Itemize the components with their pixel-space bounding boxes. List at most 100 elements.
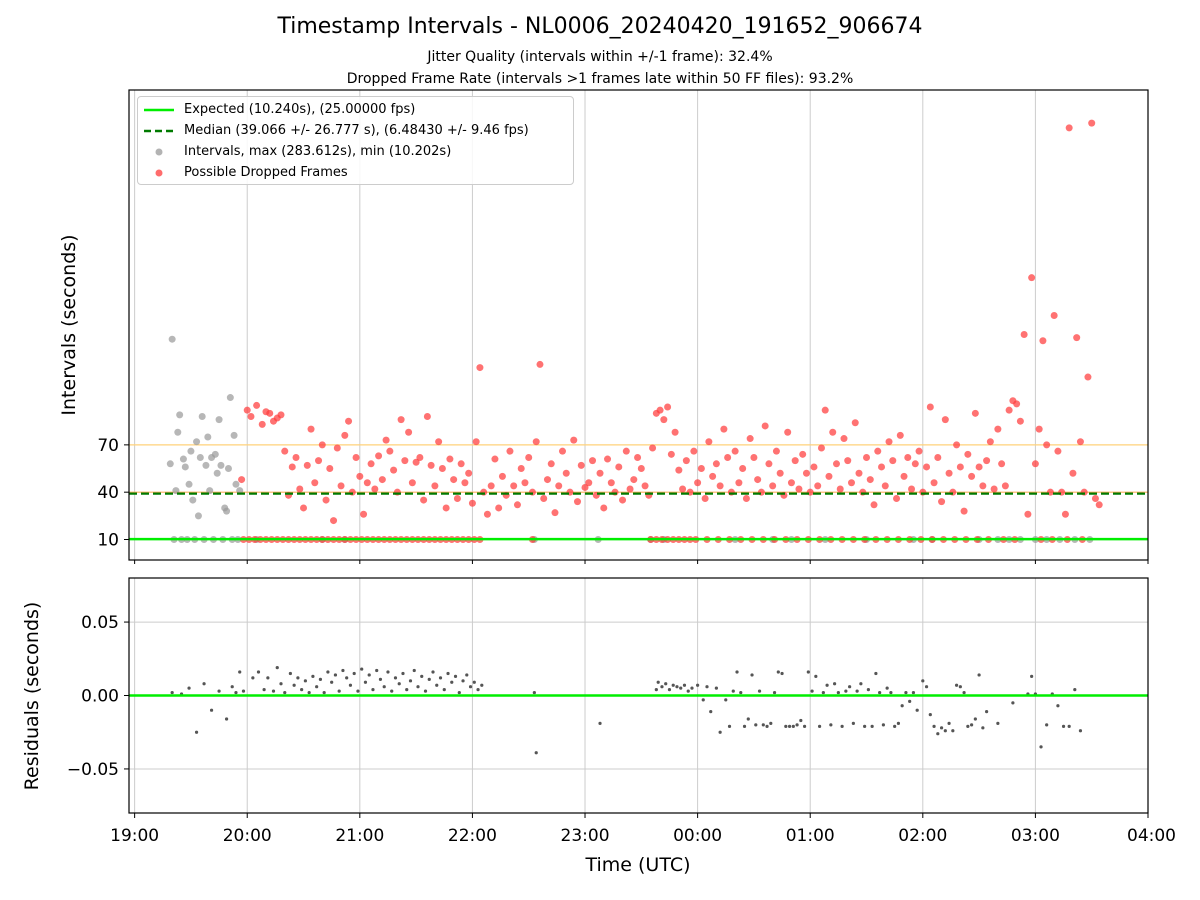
- dropped-frame-point: [1073, 334, 1081, 342]
- dropped-frame-point: [551, 509, 559, 517]
- dropped-frame-point: [784, 428, 792, 436]
- residual-point: [1067, 724, 1071, 728]
- dropped-frame-point: [506, 447, 514, 455]
- dropped-frame-point: [1050, 312, 1058, 320]
- residual-point: [427, 677, 431, 681]
- residual-point: [932, 724, 936, 728]
- residual-point: [360, 667, 364, 671]
- dropped-frame-point: [1035, 425, 1043, 433]
- residual-point: [412, 668, 416, 673]
- legend-label-dropped: Possible Dropped Frames: [184, 165, 348, 180]
- legend-line-dashed-icon: [144, 129, 174, 133]
- bottom-x-tick-label: 20:00: [223, 826, 272, 846]
- residual-point: [1011, 701, 1015, 705]
- residual-point: [814, 674, 818, 679]
- residual-point: [780, 671, 784, 676]
- dropped-frame-point: [847, 479, 855, 487]
- dropped-frame-point: [667, 450, 675, 458]
- residual-point: [836, 690, 840, 695]
- residual-point: [256, 670, 261, 674]
- bottom-points: [129, 665, 1148, 755]
- dropped-frame-point: [690, 447, 698, 455]
- dropped-frame-point: [491, 455, 499, 463]
- residual-point: [397, 682, 401, 686]
- residual-point: [761, 723, 765, 727]
- residual-point: [844, 689, 848, 693]
- residual-point: [750, 673, 754, 677]
- residual-point: [962, 690, 966, 695]
- top-y-axis-label: Intervals (seconds): [58, 234, 80, 415]
- dropped-frame-point: [266, 409, 274, 417]
- top-axes-frame: [128, 89, 1149, 561]
- dropped-frame-point: [315, 457, 323, 465]
- residual-point: [598, 721, 602, 726]
- dropped-frame-point: [615, 463, 623, 471]
- residual-point: [337, 689, 341, 693]
- x-axis-label: Time (UTC): [584, 854, 690, 876]
- residual-point: [951, 729, 955, 733]
- dropped-frame-point: [600, 504, 608, 512]
- residual-point: [921, 679, 925, 683]
- dropped-frame-point: [405, 428, 413, 436]
- dropped-frame-point: [360, 510, 368, 518]
- residual-point: [480, 683, 484, 687]
- interval-point: [185, 480, 193, 488]
- dropped-frame-point: [697, 465, 705, 473]
- residual-point: [936, 732, 940, 736]
- dropped-frame-point: [712, 460, 720, 468]
- residual-point: [973, 717, 977, 721]
- dropped-frame-point: [1020, 330, 1028, 338]
- residual-point: [966, 724, 970, 728]
- dropped-frame-point: [536, 360, 544, 368]
- dropped-frame-point: [1061, 510, 1069, 518]
- residual-point: [333, 673, 338, 677]
- legend-item-median: Median (39.066 +/- 26.777 s), (6.48430 +…: [138, 121, 573, 141]
- dropped-frame-point: [840, 435, 848, 443]
- bottom-x-tick-label: 02:00: [898, 826, 947, 846]
- residual-point: [900, 704, 904, 708]
- residual-point: [209, 708, 214, 712]
- interval-point: [187, 447, 195, 455]
- residual-point: [405, 688, 409, 692]
- dropped-frame-point: [547, 460, 555, 468]
- bottom-x-tick-label: 01:00: [786, 826, 835, 846]
- dropped-frame-point: [724, 453, 732, 461]
- dropped-frame-point: [540, 494, 548, 502]
- residual-point: [390, 689, 394, 693]
- dropped-frame-point: [938, 498, 946, 506]
- bottom-x-tick-label: 22:00: [448, 826, 497, 846]
- interval-point: [226, 394, 234, 402]
- dropped-frame-point: [431, 482, 439, 490]
- dropped-frame-point: [761, 422, 769, 430]
- dropped-frame-point: [375, 452, 383, 460]
- residual-point: [784, 724, 788, 728]
- dropped-frame-point: [517, 465, 525, 473]
- residual-point: [943, 729, 947, 733]
- legend: Expected (10.240s), (25.00000 fps) Media…: [137, 96, 574, 185]
- residual-point: [296, 676, 300, 680]
- residual-point: [348, 683, 353, 687]
- dropped-frame-point: [311, 479, 319, 487]
- dropped-frame-point: [318, 441, 326, 449]
- residual-point: [851, 721, 855, 726]
- dropped-frame-point: [607, 479, 615, 487]
- dropped-frame-point: [682, 457, 690, 465]
- interval-point: [217, 461, 225, 469]
- dropped-frame-point: [483, 510, 491, 518]
- residual-point: [817, 724, 822, 728]
- dropped-frame-point: [701, 494, 709, 502]
- dropped-frame-point: [1043, 441, 1051, 449]
- dropped-frame-point: [844, 457, 852, 465]
- dropped-frame-point: [461, 479, 469, 487]
- residual-point: [686, 689, 690, 693]
- residual-point: [393, 676, 398, 680]
- residual-point: [896, 721, 901, 726]
- residual-point: [765, 724, 769, 728]
- residual-point: [468, 685, 473, 689]
- dropped-frame-point: [438, 465, 446, 473]
- interval-point: [223, 507, 231, 515]
- legend-item-expected: Expected (10.240s), (25.00000 fps): [138, 100, 573, 120]
- residual-point: [311, 674, 315, 679]
- dropped-frame-point: [945, 469, 953, 477]
- residual-point: [799, 718, 803, 723]
